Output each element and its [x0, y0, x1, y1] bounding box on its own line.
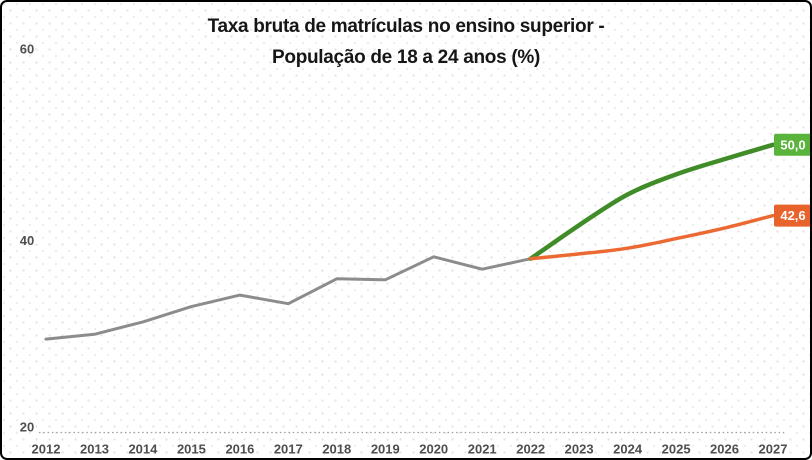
x-tick-label: 2022 [516, 442, 545, 457]
x-tick-label: 2020 [419, 442, 448, 457]
series-line-historical [44, 255, 533, 341]
x-tick-label: 2015 [177, 442, 206, 457]
value-callout-text-target-projection: 50,0 [780, 137, 805, 152]
value-callout-text-trend-projection: 42,6 [780, 208, 805, 223]
x-tick-label: 2019 [371, 442, 400, 457]
y-tick-label: 40 [20, 233, 34, 248]
chart-title: Taxa bruta de matrículas no ensino super… [2, 11, 810, 73]
x-tick-label: 2026 [710, 442, 739, 457]
chart-title-line2: População de 18 a 24 anos (%) [272, 47, 540, 68]
x-tick-label: 2025 [662, 442, 691, 457]
y-tick-label: 60 [20, 42, 34, 57]
x-tick-label: 2016 [225, 442, 254, 457]
x-tick-label: 2018 [322, 442, 351, 457]
y-tick-label: 20 [20, 420, 34, 435]
value-callout-box-target-projection [774, 133, 810, 156]
chart-title-line1: Taxa bruta de matrículas no ensino super… [207, 16, 605, 37]
x-tick-label: 2012 [32, 442, 61, 457]
x-tick-label: 2023 [565, 442, 594, 457]
x-tick-label: 2014 [128, 442, 158, 457]
value-callout-box-trend-projection [774, 204, 810, 227]
x-tick-label: 2027 [759, 442, 788, 457]
x-tick-label: 2013 [80, 442, 109, 457]
series-line-trend-projection [528, 213, 775, 261]
x-tick-label: 2017 [274, 442, 303, 457]
series-line-target-projection [528, 142, 776, 261]
x-tick-label: 2024 [613, 442, 643, 457]
x-tick-label: 2021 [468, 442, 497, 457]
